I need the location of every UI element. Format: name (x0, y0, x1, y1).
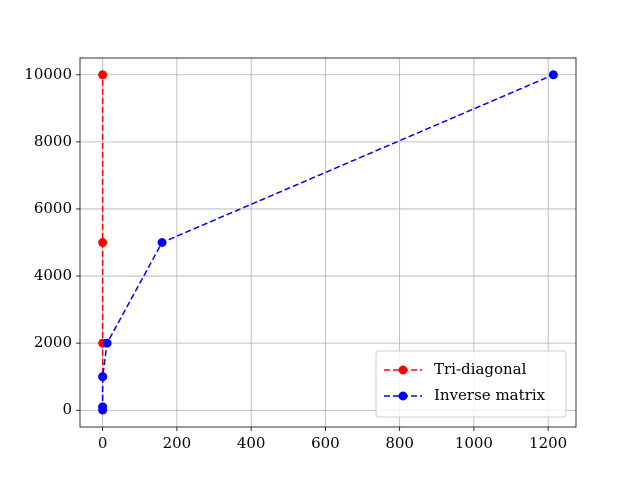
legend-label: Tri-diagonal (434, 360, 527, 378)
legend: Tri-diagonal Inverse matrix (375, 350, 567, 418)
y-tick-label: 8000 (34, 132, 72, 150)
y-tick-label: 2000 (34, 333, 72, 351)
point (98, 372, 108, 382)
x-tick-label: 600 (311, 434, 340, 452)
y-tick-label: 10000 (24, 65, 72, 83)
point (98, 238, 108, 247)
point (548, 70, 558, 80)
legend-marker (398, 365, 408, 375)
x-tick-label: 0 (98, 434, 108, 452)
plot-frame (79, 57, 577, 428)
point (98, 70, 108, 80)
point (157, 238, 167, 247)
x-tick-label: 800 (385, 434, 414, 452)
x-tick-label: 1200 (529, 434, 567, 452)
x-tick-label: 1000 (455, 434, 493, 452)
point (98, 402, 108, 412)
point (102, 338, 112, 348)
y-tick-label: 6000 (34, 199, 72, 217)
legend-marker (398, 391, 408, 401)
x-tick-label: 200 (163, 434, 192, 452)
y-tick-label: 0 (62, 400, 72, 418)
legend-box (375, 350, 567, 418)
y-tick-label: 4000 (34, 266, 72, 284)
x-tick-label: 400 (237, 434, 266, 452)
legend-label: Inverse matrix (434, 386, 546, 404)
